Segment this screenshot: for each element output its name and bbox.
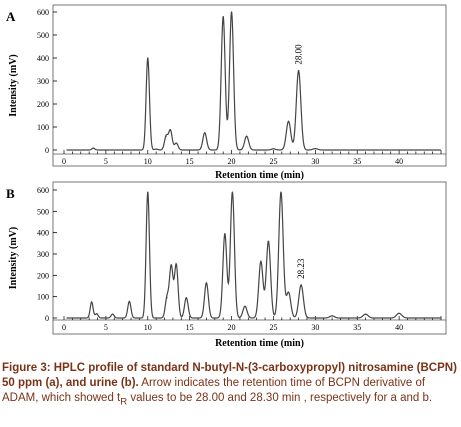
peak-point [91,301,93,303]
peak-point [287,291,290,293]
x-tick-label: 25 [269,157,277,166]
figure-caption: Figure 3: HPLC profile of standard N-but… [2,361,459,409]
panel-letter: A [6,9,16,24]
peak-point [272,148,275,150]
x-tick-label: 40 [395,323,403,332]
peak-point [147,191,149,193]
x-tick-label: 40 [395,157,403,166]
chromatogram-trace [66,11,441,151]
x-tick-label: 20 [228,323,236,332]
y-tick-label: 200 [37,100,49,109]
peak-point [398,312,400,314]
peak-point [300,284,302,286]
peak-point [165,135,167,137]
x-tick-label: 15 [186,323,194,332]
x-axis-title: Retention time (min) [215,338,304,349]
x-tick-label: 15 [186,157,194,166]
plot-frame [52,181,447,335]
y-axis-title: Intensity (mV) [8,54,19,117]
y-tick-label: 300 [37,77,49,86]
peak-annotation: 28.23 [296,258,306,279]
chart-panel-b: B Intensity (mV) 0 100 200 300 400 500 600 0 5 10 15… [6,181,447,349]
x-tick-label: 5 [104,323,108,332]
peak-point [204,132,206,134]
peak-point [231,191,233,193]
y-tick-label: 0 [45,146,49,155]
panel-letter: B [6,186,15,201]
y-tick-label: 400 [37,229,49,238]
peak-point [128,300,130,302]
peak-point [175,264,177,266]
y-tick-label: 0 [45,314,49,323]
caption-title: Figure 3: HPLC profile of standard N-but… [2,362,457,389]
peak-annotation: 28.00 [294,44,304,65]
caption-text: Arrow indicates the retention time of BC… [2,377,426,404]
peak-point [244,305,246,307]
x-tick-label: 0 [62,157,66,166]
chart-panel-a: A Intensity (mV) 0 100 200 300 400 500 600 0 5 10 15… [6,4,447,181]
peak-point [166,297,168,299]
y-tick-label: 300 [37,250,49,259]
caption-text-end: values to be 28.00 and 28.30 min , respe… [127,392,433,404]
peak-point [185,297,187,299]
peak-point [175,142,177,144]
y-tick-label: 100 [37,293,49,302]
y-tick-label: 500 [37,31,49,40]
x-tick-label: 5 [104,157,108,166]
y-tick-label: 200 [37,271,49,280]
peak-point [230,11,233,13]
peak-point [147,57,149,59]
peak-point [267,240,270,242]
peak-point [169,129,171,132]
chromatogram-trace [66,191,441,319]
y-tick-label: 600 [37,8,49,17]
peak-point [155,148,157,150]
x-tick-label: 0 [62,323,66,332]
y-axis-title: Intensity (mV) [8,227,19,290]
peak-point [365,313,367,315]
peak-point [314,148,316,150]
peak-point [246,135,248,137]
x-tick-label: 30 [311,323,319,332]
x-axis-title: Retention time (min) [215,170,304,181]
caption-subscript: R [120,396,128,408]
peak-point [224,233,226,235]
x-tick-label: 20 [228,157,236,166]
x-tick-label: 30 [311,157,319,166]
peak-point [96,313,98,315]
y-tick-label: 400 [37,54,49,63]
peak-point [297,70,300,72]
peak-point [260,260,262,263]
peak-point [222,16,224,18]
x-tick-label: 25 [269,323,277,332]
peak-point [92,147,94,149]
x-tick-label: 35 [353,323,361,332]
x-tick-label: 35 [353,157,361,166]
y-tick-label: 500 [37,207,49,216]
peak-point [205,282,208,284]
peak-point [111,313,114,315]
peak-point [331,315,333,317]
y-tick-label: 100 [37,123,49,132]
peak-point [287,120,290,122]
peak-point [280,191,282,193]
y-tick-label: 600 [37,186,49,195]
peak-point [170,266,172,268]
x-tick-label: 10 [144,323,152,332]
plot-frame [52,4,447,167]
x-tick-label: 10 [144,157,152,166]
